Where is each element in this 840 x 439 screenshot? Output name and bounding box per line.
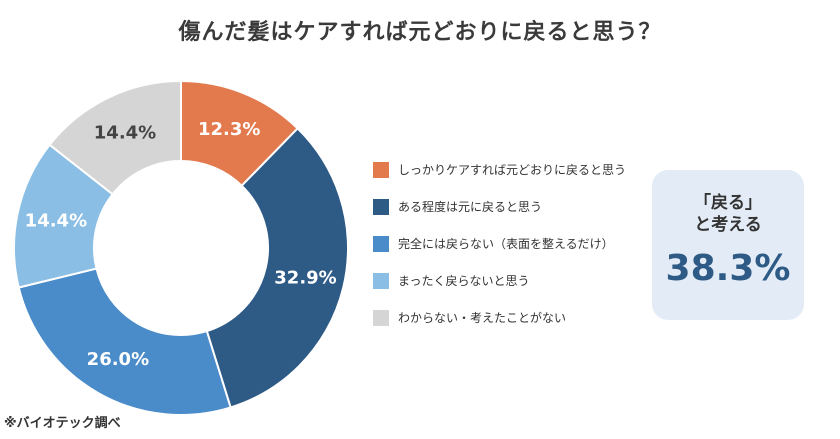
slice-value-label: 14.4% bbox=[94, 122, 156, 143]
donut-slice bbox=[205, 127, 349, 409]
legend-item: しっかりケアすれば元どおりに戻ると思う bbox=[373, 160, 663, 179]
legend-swatch bbox=[373, 235, 389, 252]
legend-label: しっかりケアすれば元どおりに戻ると思う bbox=[398, 163, 627, 177]
callout-subheading: と考える bbox=[694, 215, 762, 235]
legend-item: まったく戻らないと思う bbox=[373, 271, 663, 290]
source-note: ※バイオテック調べ bbox=[4, 416, 121, 431]
slice-value-label: 14.4% bbox=[25, 210, 87, 231]
slice-value-label: 32.9% bbox=[274, 267, 336, 288]
legend-label: わからない・考えたことがない bbox=[398, 311, 567, 325]
legend-label: ある程度は元に戻ると思う bbox=[398, 200, 543, 214]
summary-callout: 「戻る」 と考える 38.3% bbox=[652, 170, 804, 320]
slice-value-label: 26.0% bbox=[87, 349, 149, 370]
donut-slice bbox=[17, 267, 232, 416]
callout-value: 38.3% bbox=[665, 248, 791, 289]
legend-label: 完全には戻らない（表面を整えるだけ） bbox=[398, 237, 614, 251]
slice-value-label: 12.3% bbox=[198, 119, 260, 140]
donut-slice bbox=[48, 79, 182, 196]
legend-swatch bbox=[373, 161, 389, 178]
chart-title: 傷んだ髪はケアすれば元どおりに戻ると思う？ bbox=[178, 20, 662, 45]
legend-swatch bbox=[373, 272, 389, 289]
legend-swatch bbox=[373, 198, 389, 215]
callout-heading: 「戻る」 bbox=[694, 193, 762, 213]
legend-item: 完全には戻らない（表面を整えるだけ） bbox=[373, 234, 663, 253]
chart-legend: しっかりケアすれば元どおりに戻ると思う ある程度は元に戻ると思う 完全には戻らな… bbox=[373, 160, 663, 345]
legend-label: まったく戻らないと思う bbox=[398, 274, 530, 288]
legend-item: ある程度は元に戻ると思う bbox=[373, 197, 663, 216]
legend-item: わからない・考えたことがない bbox=[373, 308, 663, 327]
legend-swatch bbox=[373, 309, 389, 326]
